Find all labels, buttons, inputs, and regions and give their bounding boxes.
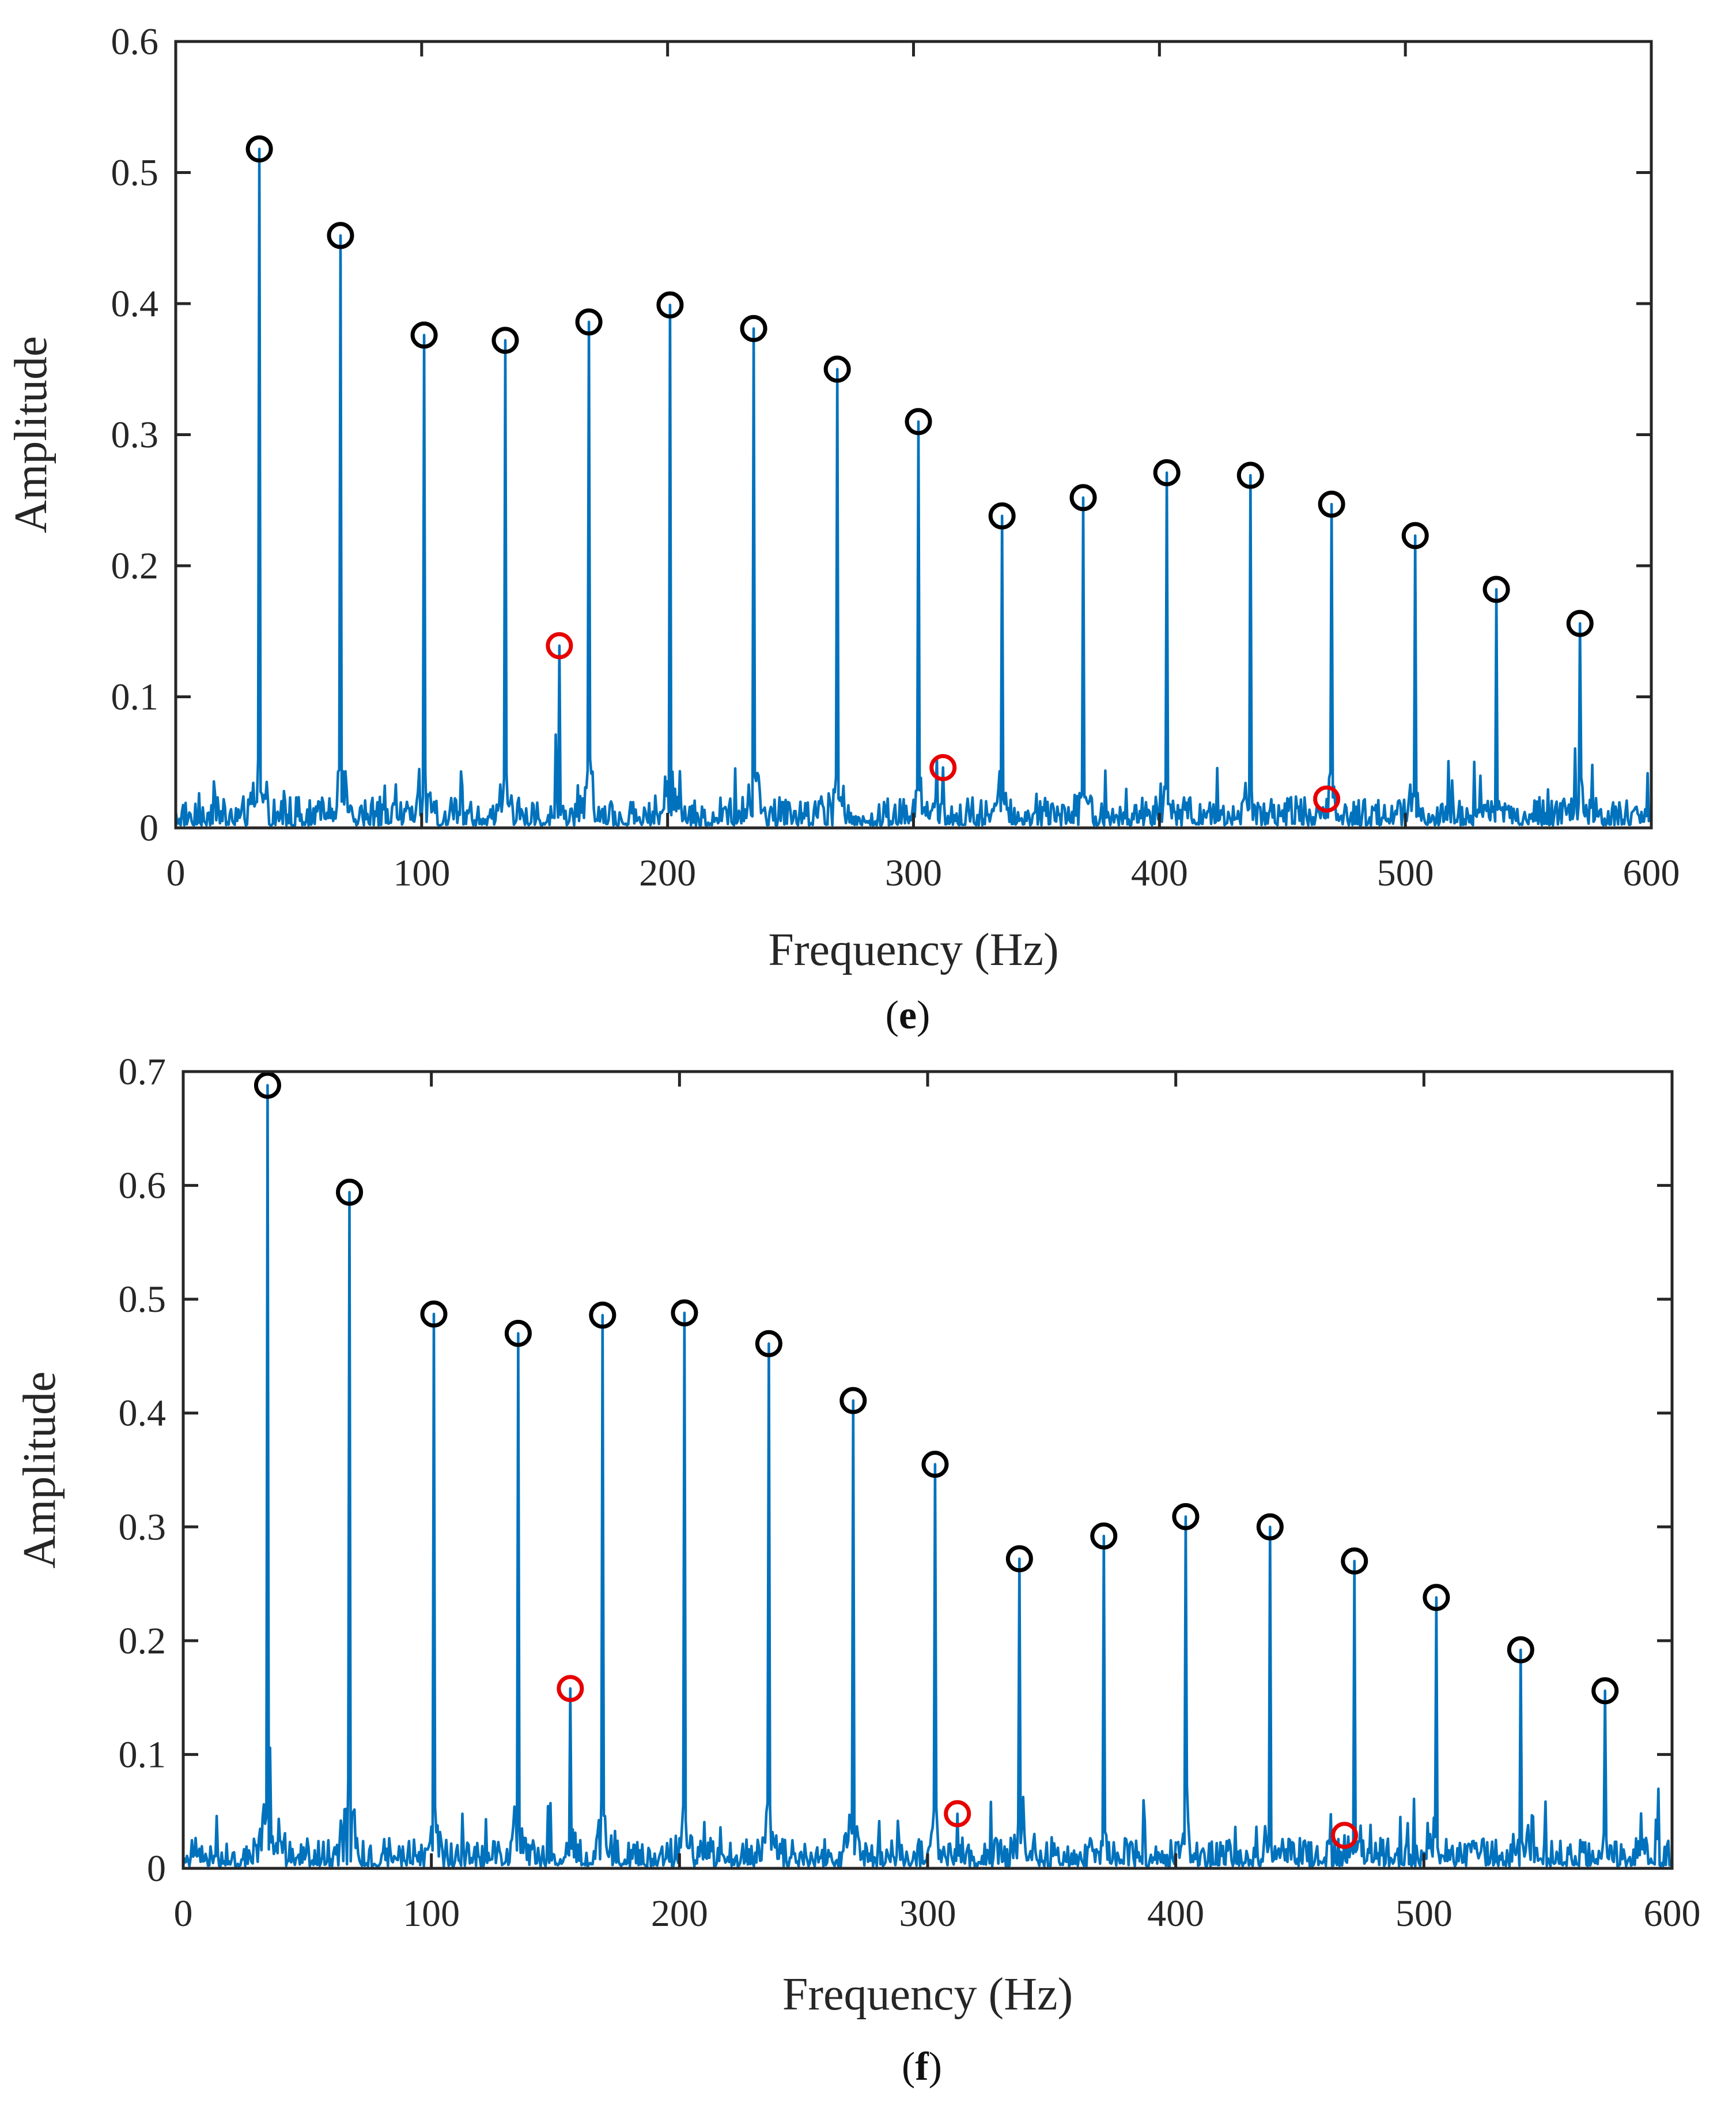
harmonic-peak-marker xyxy=(1482,576,1510,603)
y-tick-label: 0.3 xyxy=(111,414,159,456)
y-axis-label: Amplitude xyxy=(6,336,56,533)
y-tick-label: 0 xyxy=(139,807,158,849)
x-axis-label: Frequency (Hz) xyxy=(768,925,1058,975)
y-axis-label: Amplitude xyxy=(14,1371,65,1568)
x-tick-label: 100 xyxy=(403,1893,460,1935)
fault-peak-marker xyxy=(557,1675,584,1702)
x-tick-label: 0 xyxy=(174,1893,193,1935)
harmonic-peak-marker xyxy=(823,355,851,383)
harmonic-peak-marker xyxy=(336,1178,364,1206)
harmonic-peak-marker xyxy=(491,327,519,354)
harmonic-peak-marker xyxy=(921,1451,949,1478)
harmonic-peak-marker xyxy=(504,1319,532,1347)
y-tick-label: 0.1 xyxy=(111,676,159,718)
axes-frame xyxy=(181,1070,1674,1870)
x-tick-label: 0 xyxy=(167,852,186,894)
harmonic-peak-marker xyxy=(1090,1522,1118,1550)
harmonic-peak-marker xyxy=(740,315,767,342)
harmonic-peak-marker xyxy=(254,1072,281,1099)
x-tick-label: 100 xyxy=(393,852,450,894)
x-tick-label: 200 xyxy=(651,1893,708,1935)
harmonic-peak-marker xyxy=(1401,522,1429,550)
harmonic-peak-marker xyxy=(1005,1545,1033,1573)
y-tick-label: 0.5 xyxy=(111,152,159,194)
x-tick-label: 200 xyxy=(639,852,696,894)
harmonic-peak-marker xyxy=(1153,459,1181,486)
y-tick-label: 0.3 xyxy=(119,1506,167,1548)
x-axis-label: Frequency (Hz) xyxy=(782,1969,1073,2020)
harmonic-peak-marker xyxy=(1566,610,1594,637)
y-tick-label: 0.4 xyxy=(111,283,159,325)
x-tick-label: 500 xyxy=(1377,852,1434,894)
harmonic-peak-marker xyxy=(1341,1547,1368,1575)
chart-panel-e: 0 100 200 300 400 500 600 0 0.1 0.2 0.3 0.4 0.5 0.6 Fr… xyxy=(6,21,1680,1038)
y-tick-label: 0.2 xyxy=(111,545,159,587)
x-tick-label: 300 xyxy=(885,852,942,894)
x-tick-label: 500 xyxy=(1395,1893,1453,1935)
spectrum-line xyxy=(174,147,1653,827)
harmonic-peak-marker xyxy=(245,135,273,163)
fault-peak-marker xyxy=(546,632,573,660)
harmonic-peak-marker xyxy=(988,502,1016,530)
harmonic-peak-marker xyxy=(1172,1503,1200,1531)
x-tick-label: 600 xyxy=(1644,1893,1701,1935)
harmonic-peak-marker xyxy=(1236,461,1264,489)
harmonic-peak-marker xyxy=(420,1300,448,1328)
y-tick-label: 0.6 xyxy=(111,21,159,63)
y-tick-label: 0.6 xyxy=(119,1165,167,1207)
harmonic-peak-marker xyxy=(1591,1677,1619,1705)
x-tick-label: 300 xyxy=(899,1893,956,1935)
fault-peak-marker xyxy=(929,754,957,781)
harmonic-peak-marker xyxy=(1318,490,1345,518)
harmonic-peak-marker xyxy=(671,1299,698,1327)
y-tick-label: 0.7 xyxy=(119,1051,167,1093)
fault-peak-marker xyxy=(1313,785,1341,813)
y-tick-label: 0 xyxy=(147,1848,166,1890)
panel-label: (e) xyxy=(886,993,931,1038)
x-tick-label: 400 xyxy=(1131,852,1188,894)
harmonic-peak-marker xyxy=(839,1387,867,1414)
harmonic-peak-marker xyxy=(1256,1513,1284,1541)
x-tick-label: 400 xyxy=(1147,1893,1204,1935)
harmonic-peak-marker xyxy=(1507,1636,1534,1664)
x-tick-label: 600 xyxy=(1623,852,1680,894)
harmonic-peak-marker xyxy=(589,1301,617,1329)
y-tick-label: 0.2 xyxy=(119,1620,167,1662)
axes-frame xyxy=(174,40,1653,830)
fault-peak-marker xyxy=(1331,1822,1359,1849)
y-tick-label: 0.1 xyxy=(119,1734,167,1776)
spectrum-line xyxy=(181,1084,1673,1868)
harmonic-peak-marker xyxy=(410,321,438,349)
fault-peak-marker xyxy=(944,1800,971,1827)
chart-panel-f: 0 100 200 300 400 500 600 0 0.1 0.2 0.3 0.4 0.5 0.6 0.… xyxy=(14,1051,1701,2089)
harmonic-peak-marker xyxy=(1069,484,1097,512)
panel-label: (f) xyxy=(902,2045,942,2089)
y-tick-label: 0.5 xyxy=(119,1278,167,1320)
harmonic-peak-marker xyxy=(905,408,932,436)
harmonic-peak-marker xyxy=(656,291,684,319)
harmonic-peak-marker xyxy=(755,1330,782,1357)
harmonic-peak-marker xyxy=(575,308,603,336)
y-tick-label: 0.4 xyxy=(119,1392,167,1435)
harmonic-peak-marker xyxy=(1423,1584,1450,1611)
harmonic-peak-marker xyxy=(327,222,354,249)
